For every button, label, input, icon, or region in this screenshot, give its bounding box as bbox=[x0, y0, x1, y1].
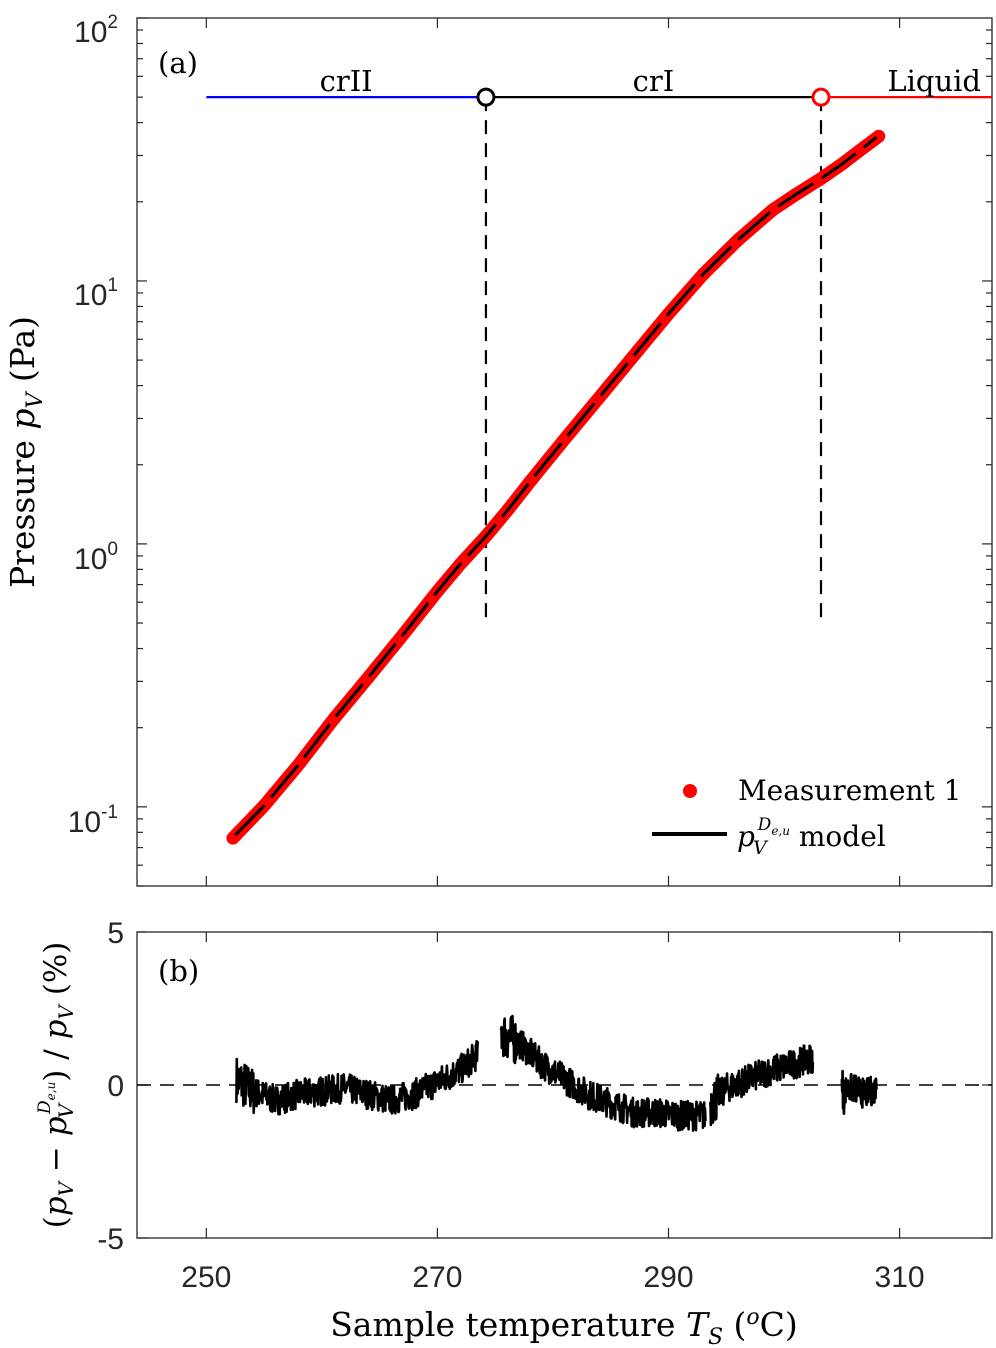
phase-lines bbox=[206, 87, 992, 624]
ytick-label-0: 0 bbox=[107, 1070, 124, 1103]
phase-label-liquid: Liquid bbox=[887, 64, 981, 98]
panel-a-ticks bbox=[137, 17, 992, 887]
residual-segment bbox=[840, 1069, 878, 1115]
residual-segment bbox=[708, 1044, 815, 1127]
xtick-label-270: 270 bbox=[412, 1261, 462, 1294]
ytick-label-1e2: 102 bbox=[74, 12, 118, 49]
xtick-label-250: 250 bbox=[181, 1261, 231, 1294]
panel-b-series bbox=[137, 1014, 992, 1132]
panel-b-ylabel: (pV − pVDe,u) / pV (%) bbox=[35, 942, 78, 1229]
xlabel: Sample temperature TS (oC) bbox=[330, 1305, 798, 1348]
ytick-label-1e-1: 10-1 bbox=[68, 802, 118, 839]
ytick-label-neg5: -5 bbox=[97, 1223, 124, 1256]
ytick-label-1e1: 101 bbox=[74, 275, 118, 312]
legend-label-model: pVDe,u model bbox=[737, 815, 886, 859]
xtick-label-310: 310 bbox=[875, 1261, 925, 1294]
panel-b-label: (b) bbox=[158, 954, 199, 988]
phase-label-crI: crI bbox=[633, 64, 675, 98]
legend: Measurement 1 pVDe,u model bbox=[652, 774, 961, 859]
xtick-label-290: 290 bbox=[643, 1261, 693, 1294]
transition-marker bbox=[811, 87, 831, 107]
residual-segment bbox=[499, 1014, 707, 1132]
ytick-label-5: 5 bbox=[107, 917, 124, 950]
panel-a: (a) crII crI Liquid 102 101 100 10-1 Pre… bbox=[3, 12, 993, 887]
ytick-label-1e0: 100 bbox=[74, 539, 118, 576]
residual-segment bbox=[235, 1039, 480, 1116]
panel-a-series bbox=[226, 129, 886, 845]
panel-a-label: (a) bbox=[158, 46, 198, 80]
phase-label-crII: crII bbox=[320, 64, 373, 98]
panel-a-ylabel: Pressure pV (Pa) bbox=[3, 316, 48, 588]
model-line bbox=[234, 136, 878, 837]
legend-marker-measurement bbox=[683, 784, 697, 798]
legend-label-measurement: Measurement 1 bbox=[738, 774, 961, 807]
transition-marker bbox=[476, 87, 496, 107]
panel-a-frame bbox=[136, 17, 993, 887]
panel-b: (b) 5 0 -5 250 270 290 310 (pV − pVDe,u)… bbox=[35, 917, 993, 1348]
